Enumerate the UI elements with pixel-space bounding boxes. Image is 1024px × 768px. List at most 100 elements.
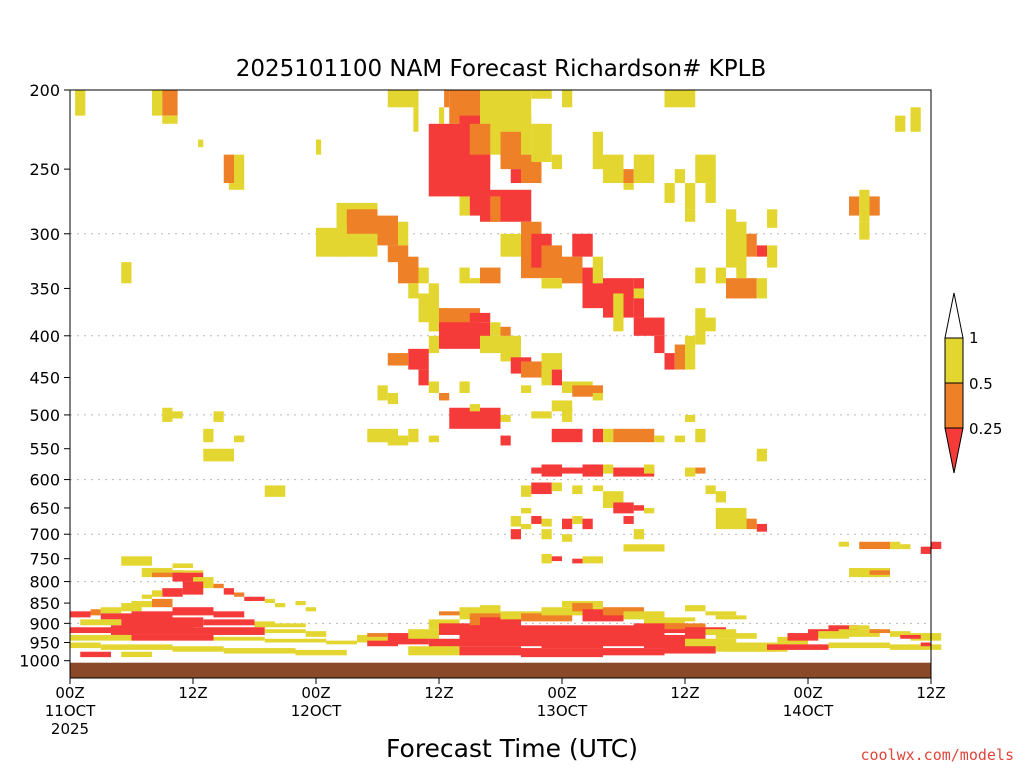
heatmap-cell [408,428,419,443]
heatmap-cell [541,553,552,564]
heatmap-cell [521,523,532,530]
heatmap-cell [141,594,152,599]
plot-area [69,89,942,679]
legend-label-1: 0.5 [969,375,993,393]
heatmap-cell [705,183,716,203]
heatmap-cell [203,619,255,626]
heatmap-cell [705,629,737,635]
heatmap-cell [654,335,665,354]
heatmap-cell [633,529,644,540]
heatmap-cell [162,90,178,116]
heatmap-cell [674,344,685,370]
heatmap-cell [685,638,737,649]
legend-label-2: 0.25 [969,420,1002,438]
heatmap-cell [152,598,173,608]
legend: 1 0.5 0.25 [944,292,1002,474]
heatmap-cell [920,642,931,647]
heatmap-cell [572,516,583,524]
heatmap-cell [920,546,931,554]
x-tick-label-2-0: 00Z [301,684,330,702]
y-tick-label-350: 350 [29,279,60,298]
heatmap-cell [931,541,942,550]
heatmap-cell [715,491,726,503]
legend-swatch-025-05 [944,382,964,429]
heatmap-cell [521,648,603,658]
legend-swatch-gt1 [944,292,964,339]
heatmap-cell [664,183,675,203]
heatmap-cell [387,392,398,405]
x-tick-label-0-2: 2025 [51,720,89,738]
heatmap-cell [428,312,439,332]
y-tick-label-750: 750 [29,550,60,569]
heatmap-cell [367,633,388,637]
heatmap-cell [428,638,460,650]
y-axis: 200 250 300 350 400 450 500 550 600 650 700 750 800 8… [19,81,70,671]
heatmap-cell [500,131,521,170]
heatmap-cell [910,107,921,132]
heatmap-cell [152,570,204,573]
heatmap-cell [828,625,860,632]
heatmap-cell [428,435,439,443]
heatmap-cell [695,308,706,345]
heatmap-cell [767,245,778,268]
heatmap-cell [223,154,234,184]
heatmap-cell [213,583,224,589]
heatmap-cell [715,507,747,530]
legend-swatch-05-1 [944,337,964,384]
chart-title: 2025101100 NAM Forecast Richardson# KPLB [236,56,766,82]
heatmap-cell [869,196,880,216]
y-tick-label-200: 200 [29,81,60,100]
heatmap-cell [213,611,245,618]
heatmap-cell [726,209,737,228]
heatmap-cell [551,369,562,386]
x-tick-label-0-0: 00Z [55,684,84,702]
heatmap-cell [654,435,665,443]
heatmap-cell [531,467,542,474]
heatmap-cell [541,278,562,289]
heatmap-cell [910,633,942,641]
heatmap-cell [849,625,870,630]
heatmap-cell [182,581,204,595]
heatmap-cell [228,183,245,190]
heatmap-cell [100,607,122,614]
heatmap-cell [172,572,204,582]
heatmap-cell [172,411,183,419]
heatmap-cell [551,154,562,170]
heatmap-cell [459,381,470,393]
heatmap-cell [295,649,347,656]
heatmap-cell [541,353,562,370]
heatmap-cell [685,209,696,222]
heatmap-cell [152,570,183,578]
x-axis-label: Forecast Time (UTC) [386,734,638,763]
y-tick-label-450: 450 [29,369,60,388]
heatmap-cell [541,464,562,477]
heatmap-cell [695,467,706,474]
heatmap-cell [75,90,86,116]
heatmap-cell [439,611,460,616]
heatmap-cell [203,448,234,462]
heatmap-cell [582,556,603,564]
heatmap-cell [849,196,860,216]
heatmap-cell [603,607,644,616]
heatmap-cell [469,278,480,284]
heatmap-cell [408,283,419,299]
heatmap-cell [592,256,603,284]
legend-swatch-lt025 [944,427,964,474]
heatmap-cell [623,611,665,620]
heatmap-cell [459,646,521,656]
y-tick-label-600: 600 [29,471,60,490]
heatmap-cell [121,262,132,284]
heatmap-cell [838,541,849,547]
heatmap-cell [551,428,583,443]
heatmap-cell [767,209,778,228]
heatmap-cell [736,233,747,246]
heatmap-cell [541,411,552,419]
heatmap-cell [275,623,306,628]
heatmap-cell [449,407,501,429]
heatmap-cell [264,485,286,497]
heatmap-cell [213,411,224,422]
heatmap-cell [121,603,142,612]
heatmap-cell [623,516,634,524]
heatmap-cell [685,335,696,370]
